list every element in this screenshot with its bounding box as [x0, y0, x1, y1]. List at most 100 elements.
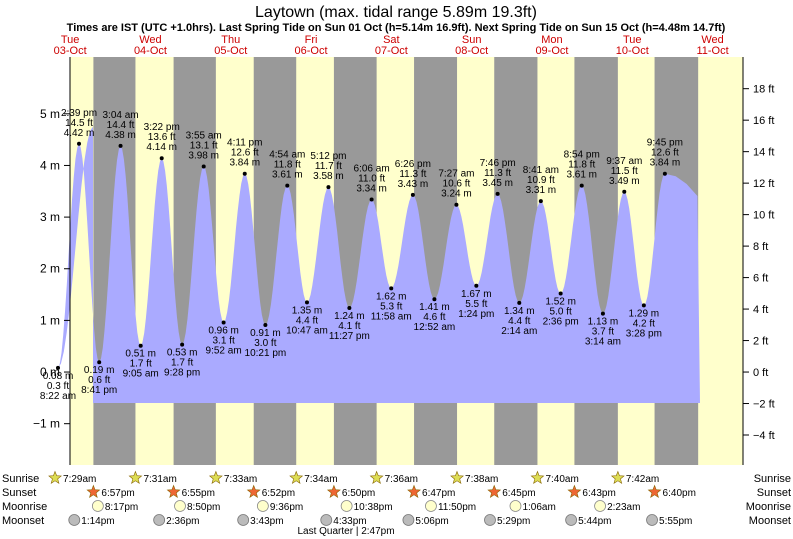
tide-point — [347, 305, 352, 310]
sunset-time: 6:43pm — [582, 488, 615, 499]
day-name: Tue — [623, 34, 642, 46]
tide-label-m_label: 1.52 m — [545, 297, 576, 308]
tide-label-ft_label: 0.6 ft — [88, 375, 110, 386]
moonset-time: 1:14pm — [81, 516, 114, 527]
tide-label-ft_label: 4.2 ft — [633, 318, 655, 329]
moonset-time: 5:44pm — [578, 516, 611, 527]
astro-rows: Sunrise Sunrise Sunset Sunset Moonrise Moonri… — [2, 470, 791, 537]
sunset-time: 6:50pm — [342, 488, 375, 499]
tide-label-m_label: 3.98 m — [188, 150, 219, 161]
tide-point — [538, 199, 543, 204]
tide-label-time: 5:12 pm — [310, 151, 346, 162]
tide-point — [263, 323, 268, 328]
moonrise-time: 1:06am — [522, 502, 555, 513]
tide-label-m_label: 1.24 m — [334, 311, 365, 322]
sunrise-time: 7:36am — [385, 474, 418, 485]
tide-label-m_label: 3.58 m — [313, 171, 344, 182]
sunset-icon — [246, 484, 261, 498]
day-date: 11-Oct — [696, 45, 728, 57]
moonset-icon — [68, 514, 81, 526]
tide-label-time: 9:05 am — [123, 369, 159, 380]
tide-label-ft_label: 10.9 ft — [527, 175, 555, 186]
tide-label-time: 2:39 pm — [61, 108, 97, 119]
tide-label-ft_label: 12.6 ft — [231, 148, 259, 159]
moonrise-icon — [256, 500, 269, 512]
day-date: 04-Oct — [134, 45, 167, 57]
tide-label-time: 9:37 am — [606, 156, 642, 167]
row-label-left: Sunrise — [2, 473, 39, 485]
right-tick-label: 0 ft — [753, 367, 768, 379]
tide-label-m_label: 4.38 m — [105, 130, 136, 141]
tide-point — [242, 171, 247, 176]
tide-point — [201, 164, 206, 169]
tide-label-m_label: 3.61 m — [272, 170, 303, 181]
tide-point — [558, 291, 563, 296]
tide-label-m_label: 4.14 m — [146, 142, 177, 153]
tide-point — [600, 311, 605, 316]
right-tick-label: 6 ft — [753, 273, 768, 285]
tide-label-time: 2:14 am — [501, 326, 537, 337]
tide-point — [641, 303, 646, 308]
right-tick-label: 12 ft — [753, 178, 774, 190]
axes: −1 m 0 m 1 m 2 m 3 m 4 m 5 m −4 ft −2 ft 0 ft 2 ft… — [33, 34, 775, 465]
tide-label-ft_label: 11.0 ft — [358, 174, 385, 185]
moonrise-time: 9:36pm — [270, 502, 303, 513]
tide-point — [55, 365, 60, 370]
tide-label-ft_label: 11.5 ft — [611, 166, 638, 177]
sunset-time: 6:47pm — [422, 488, 455, 499]
tide-point — [138, 343, 143, 348]
tide-point — [389, 286, 394, 291]
sunset-icon — [166, 484, 181, 498]
tide-label-m_label: 3.45 m — [482, 178, 513, 189]
tide-label-m_label: 1.13 m — [588, 317, 619, 328]
tide-label-m_label: 3.34 m — [356, 184, 387, 195]
sunset-icon — [407, 484, 421, 498]
tide-label-ft_label: 1.7 ft — [171, 358, 193, 369]
tide-label-time: 3:28 pm — [626, 328, 662, 339]
moonset-icon — [402, 514, 415, 526]
sunrise-icon — [610, 470, 625, 484]
tide-point — [579, 183, 584, 188]
sunrise-time: 7:42am — [626, 474, 659, 485]
day-date: 05-Oct — [214, 45, 247, 57]
moonrise-icon — [91, 500, 104, 512]
tide-label-ft_label: 3.0 ft — [254, 338, 276, 349]
left-tick-label: 2 m — [40, 262, 60, 276]
tide-label-time: 3:22 pm — [144, 122, 180, 133]
moon-phase: Last Quarter | 2:47pm — [297, 526, 394, 537]
tide-point — [77, 141, 82, 146]
day-date: 06-Oct — [295, 45, 328, 57]
tide-point — [369, 197, 374, 202]
moonset-icon — [565, 514, 578, 526]
tide-label-time: 4:11 pm — [227, 138, 262, 149]
tide-point — [285, 183, 290, 188]
tide-label-m_label: 3.84 m — [229, 158, 260, 169]
tide-label-ft_label: 3.1 ft — [212, 335, 234, 346]
tide-label-time: 8:54 pm — [564, 150, 600, 161]
tide-label-ft_label: 5.0 ft — [550, 307, 572, 318]
right-tick-label: −2 ft — [753, 399, 775, 411]
tide-label-ft_label: 3.7 ft — [592, 327, 614, 338]
moonrise-icon — [509, 500, 522, 512]
day-date: 08-Oct — [455, 45, 488, 57]
tide-label-m_label: 3.24 m — [441, 189, 472, 200]
sunrise-icon — [530, 470, 545, 484]
tide-label-time: 8:41 pm — [81, 385, 117, 396]
tide-label-ft_label: 14.5 ft — [65, 118, 93, 129]
sunrise-icon — [450, 470, 464, 484]
sunrise-time: 7:34am — [304, 474, 337, 485]
tide-label-ft_label: 4.4 ft — [508, 316, 530, 327]
sunrise-icon — [369, 470, 384, 484]
tide-point — [221, 320, 226, 325]
tide-label-time: 10:21 pm — [245, 348, 287, 359]
row-label-right: Sunset — [757, 487, 791, 499]
tide-label-time: 3:55 am — [186, 130, 222, 141]
day-name: Sat — [383, 34, 400, 46]
moonrise-time: 10:38pm — [354, 502, 393, 513]
tide-label-ft_label: 12.6 ft — [651, 148, 679, 159]
tide-label-time: 11:27 pm — [329, 331, 370, 342]
moonset-icon — [484, 514, 496, 526]
tide-label-ft_label: 4.6 ft — [423, 312, 445, 323]
